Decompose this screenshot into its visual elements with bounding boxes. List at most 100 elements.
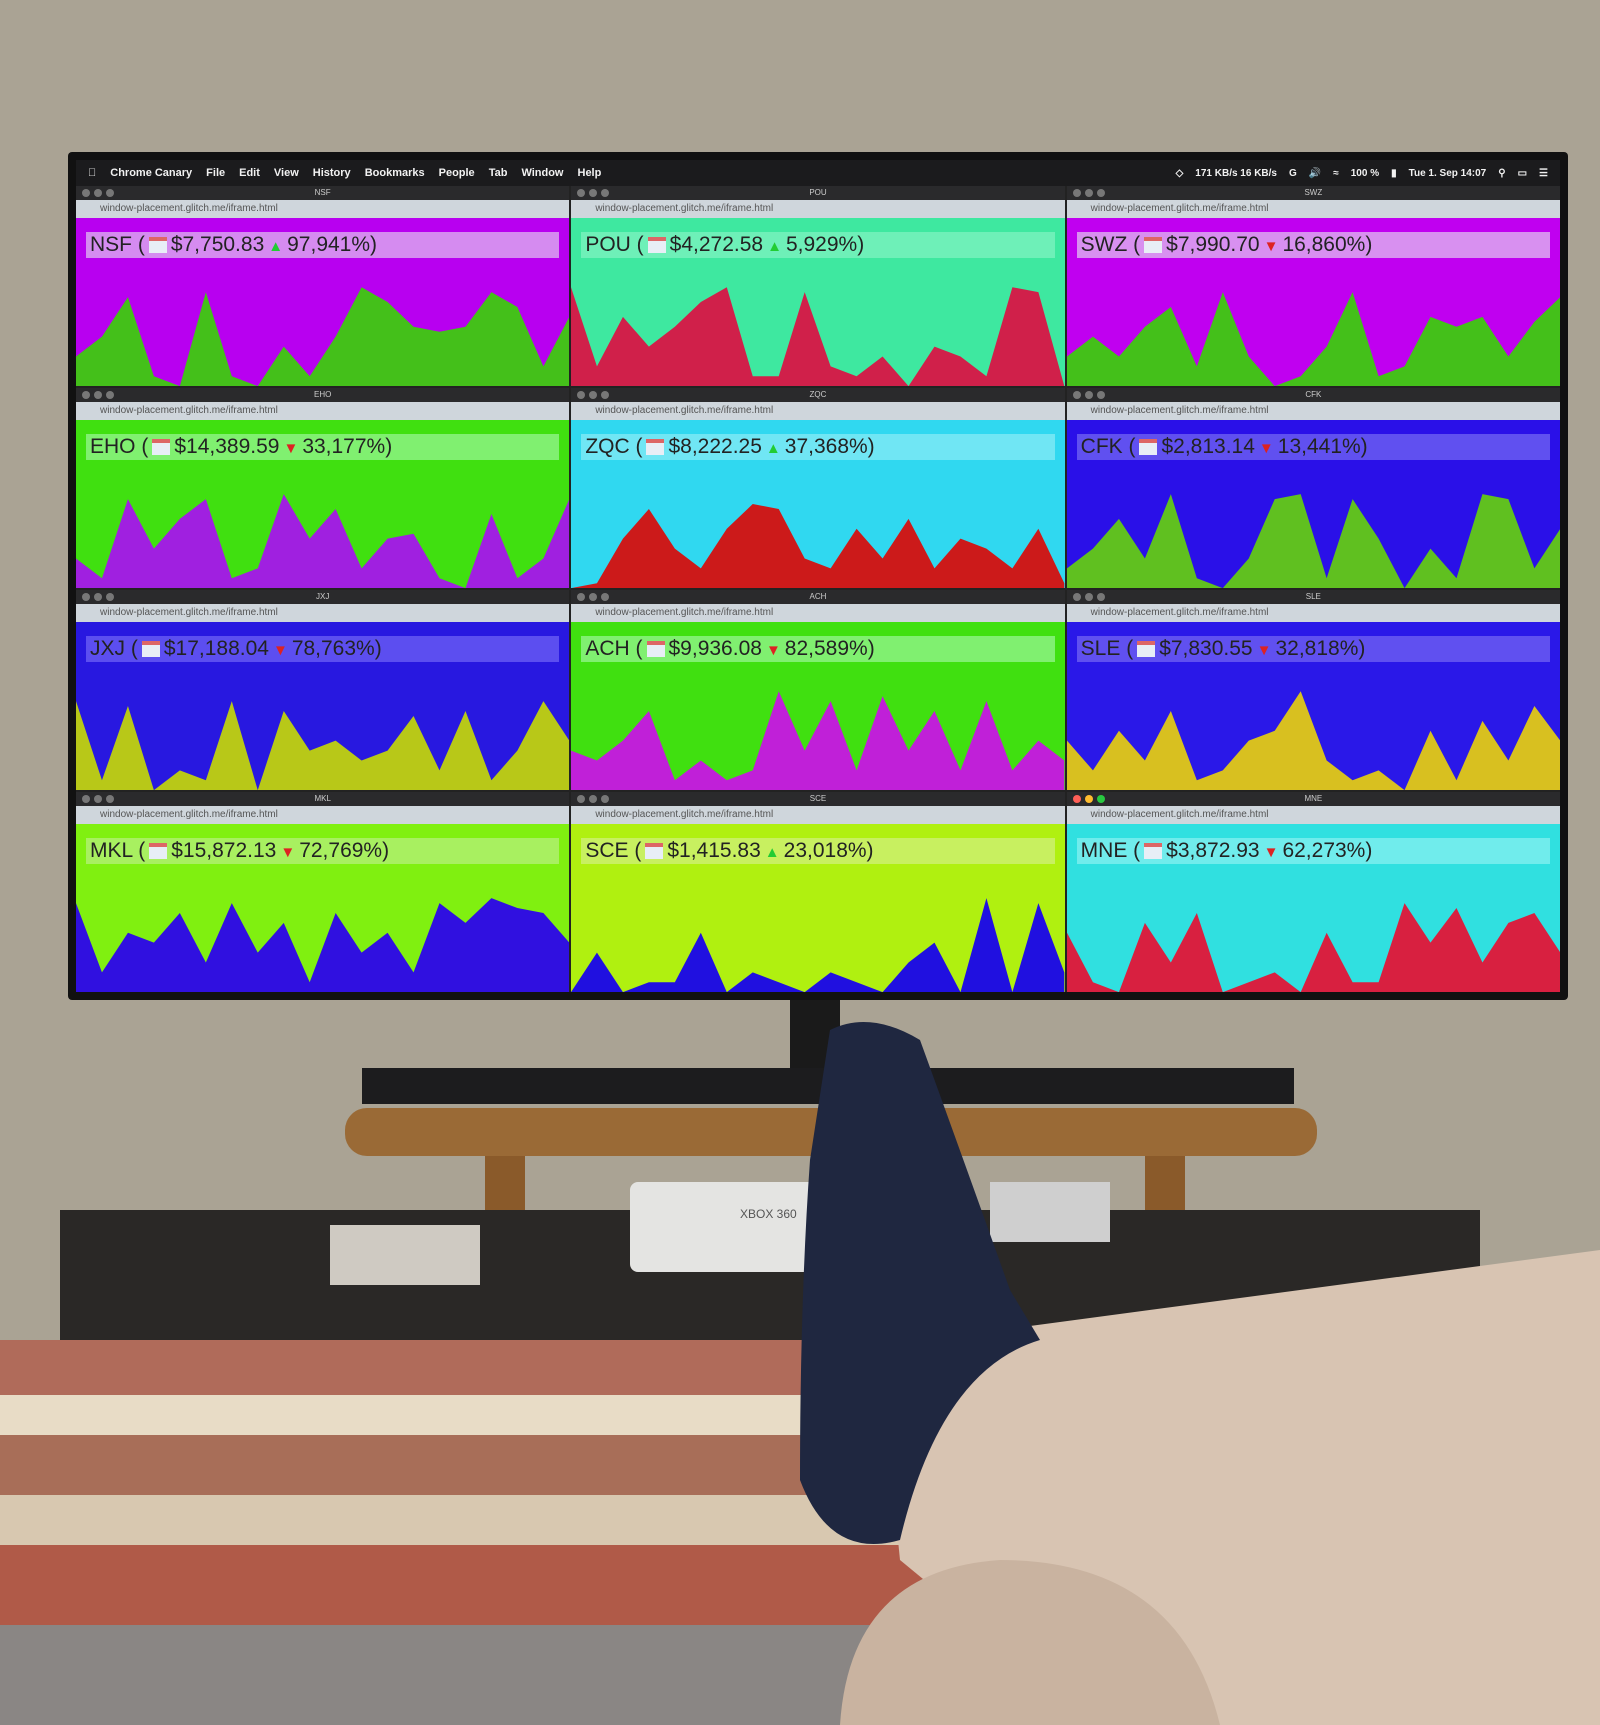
window-controls (82, 391, 114, 399)
close-button[interactable] (577, 189, 586, 197)
window-titlebar[interactable]: ZQC (571, 388, 1065, 402)
url-bar[interactable]: window-placement.glitch.me/iframe.html (76, 604, 570, 622)
airplay-icon[interactable]: ▭ (1517, 167, 1528, 179)
minimize-button[interactable] (589, 391, 598, 399)
window-titlebar[interactable]: POU (571, 186, 1065, 200)
menu-file[interactable]: File (197, 167, 225, 179)
url-bar[interactable]: window-placement.glitch.me/iframe.html (571, 402, 1065, 420)
ticker-symbol: ACH (585, 637, 630, 660)
close-button[interactable] (577, 391, 586, 399)
url-bar[interactable]: window-placement.glitch.me/iframe.html (571, 200, 1065, 218)
ticker-content: SCE ($1,415.83 ▲ 23,018%) (571, 824, 1065, 992)
zoom-button[interactable] (601, 593, 610, 601)
volume-icon[interactable]: 🔊 (1308, 167, 1322, 179)
ticker-price: $7,830.55 (1159, 637, 1253, 660)
window-titlebar[interactable]: SCE (571, 792, 1065, 806)
minimize-button[interactable] (1084, 391, 1093, 399)
menu-app-name[interactable]: Chrome Canary (102, 167, 192, 179)
wifi-icon[interactable]: ≈ (1333, 167, 1339, 179)
diamond-icon[interactable]: ◇ (1175, 167, 1184, 179)
zoom-button[interactable] (106, 189, 114, 197)
url-bar[interactable]: window-placement.glitch.me/iframe.html (76, 402, 570, 420)
close-button[interactable] (82, 189, 90, 197)
menu-window[interactable]: Window (513, 167, 563, 179)
ticker-content: ZQC ($8,222.25 ▲ 37,368%) (571, 420, 1065, 588)
battery-percent[interactable]: 100 % (1350, 167, 1380, 179)
minimize-button[interactable] (589, 189, 598, 197)
window-controls (577, 593, 610, 601)
window-titlebar[interactable]: SWZ (1066, 186, 1560, 200)
search-icon[interactable]: ⚲ (1498, 167, 1506, 179)
zoom-button[interactable] (106, 391, 114, 399)
zoom-button[interactable] (601, 795, 610, 803)
menu-history[interactable]: History (304, 167, 351, 179)
close-button[interactable] (1072, 391, 1081, 399)
menu-view[interactable]: View (265, 167, 299, 179)
ticker-symbol: MNE (1080, 839, 1128, 862)
calendar-icon (646, 439, 665, 455)
ticker-symbol: JXJ (90, 637, 126, 660)
window-titlebar[interactable]: ACH (571, 590, 1065, 604)
url-bar[interactable]: window-placement.glitch.me/iframe.html (571, 604, 1065, 622)
close-button[interactable] (577, 795, 586, 803)
menu-tab[interactable]: Tab (480, 167, 508, 179)
menu-edit[interactable]: Edit (230, 167, 260, 179)
browser-window-pou: POU window-placement.glitch.me/iframe.htm… (571, 186, 1065, 386)
minimize-button[interactable] (1084, 795, 1093, 803)
notification-center-icon[interactable]: ☰ (1539, 167, 1548, 179)
window-titlebar[interactable]: JXJ (76, 590, 570, 604)
window-titlebar[interactable]: CFK (1066, 388, 1560, 402)
url-bar[interactable]: window-placement.glitch.me/iframe.html (1066, 200, 1560, 218)
minimize-button[interactable] (94, 189, 102, 197)
window-titlebar[interactable]: MKL (76, 792, 570, 806)
window-titlebar[interactable]: SLE (1066, 590, 1560, 604)
close-button[interactable] (1072, 795, 1081, 803)
calendar-icon (1144, 237, 1163, 253)
browser-window-sle: SLE window-placement.glitch.me/iframe.htm… (1066, 590, 1560, 790)
clock[interactable]: Tue 1. Sep 14:07 (1408, 167, 1487, 179)
browser-window-zqc: ZQC window-placement.glitch.me/iframe.htm… (571, 388, 1065, 588)
zoom-button[interactable] (106, 795, 114, 803)
url-bar[interactable]: window-placement.glitch.me/iframe.html (76, 200, 570, 218)
minimize-button[interactable] (94, 391, 102, 399)
zoom-button[interactable] (1096, 189, 1105, 197)
url-bar[interactable]: window-placement.glitch.me/iframe.html (76, 806, 570, 824)
close-button[interactable] (82, 795, 90, 803)
window-titlebar[interactable]: MNE (1066, 792, 1560, 806)
zoom-button[interactable] (601, 391, 610, 399)
close-button[interactable] (82, 593, 90, 601)
url-bar[interactable]: window-placement.glitch.me/iframe.html (1066, 604, 1560, 622)
menu-help[interactable]: Help (569, 167, 602, 179)
down-arrow-icon: ▼ (1263, 238, 1279, 255)
url-bar[interactable]: window-placement.glitch.me/iframe.html (1066, 806, 1560, 824)
ticker-content: JXJ ($17,188.04 ▼ 78,763%) (76, 622, 570, 790)
close-button[interactable] (577, 593, 586, 601)
window-titlebar[interactable]: NSF (76, 186, 570, 200)
minimize-button[interactable] (589, 593, 598, 601)
minimize-button[interactable] (589, 795, 598, 803)
ticker-paren: ( (125, 637, 138, 660)
minimize-button[interactable] (94, 795, 102, 803)
zoom-button[interactable] (1096, 391, 1105, 399)
zoom-button[interactable] (601, 189, 610, 197)
zoom-button[interactable] (1096, 593, 1105, 601)
google-icon[interactable]: G (1289, 167, 1297, 179)
close-button[interactable] (1072, 189, 1081, 197)
apple-icon[interactable]:  (88, 167, 96, 179)
zoom-button[interactable] (1096, 795, 1105, 803)
url-bar[interactable]: window-placement.glitch.me/iframe.html (571, 806, 1065, 824)
down-arrow-icon: ▼ (283, 440, 299, 457)
minimize-button[interactable] (94, 593, 102, 601)
menu-bookmarks[interactable]: Bookmarks (356, 167, 425, 179)
close-button[interactable] (1072, 593, 1081, 601)
window-titlebar[interactable]: EHO (76, 388, 570, 402)
calendar-icon (148, 237, 167, 253)
minimize-button[interactable] (1084, 189, 1093, 197)
menu-people[interactable]: People (430, 167, 475, 179)
ticker-label: JXJ ($17,188.04 ▼ 78,763%) (86, 636, 560, 662)
close-button[interactable] (82, 391, 90, 399)
minimize-button[interactable] (1084, 593, 1093, 601)
zoom-button[interactable] (106, 593, 114, 601)
ticker-label: SLE ($7,830.55 ▼ 32,818%) (1076, 636, 1550, 662)
url-bar[interactable]: window-placement.glitch.me/iframe.html (1066, 402, 1560, 420)
